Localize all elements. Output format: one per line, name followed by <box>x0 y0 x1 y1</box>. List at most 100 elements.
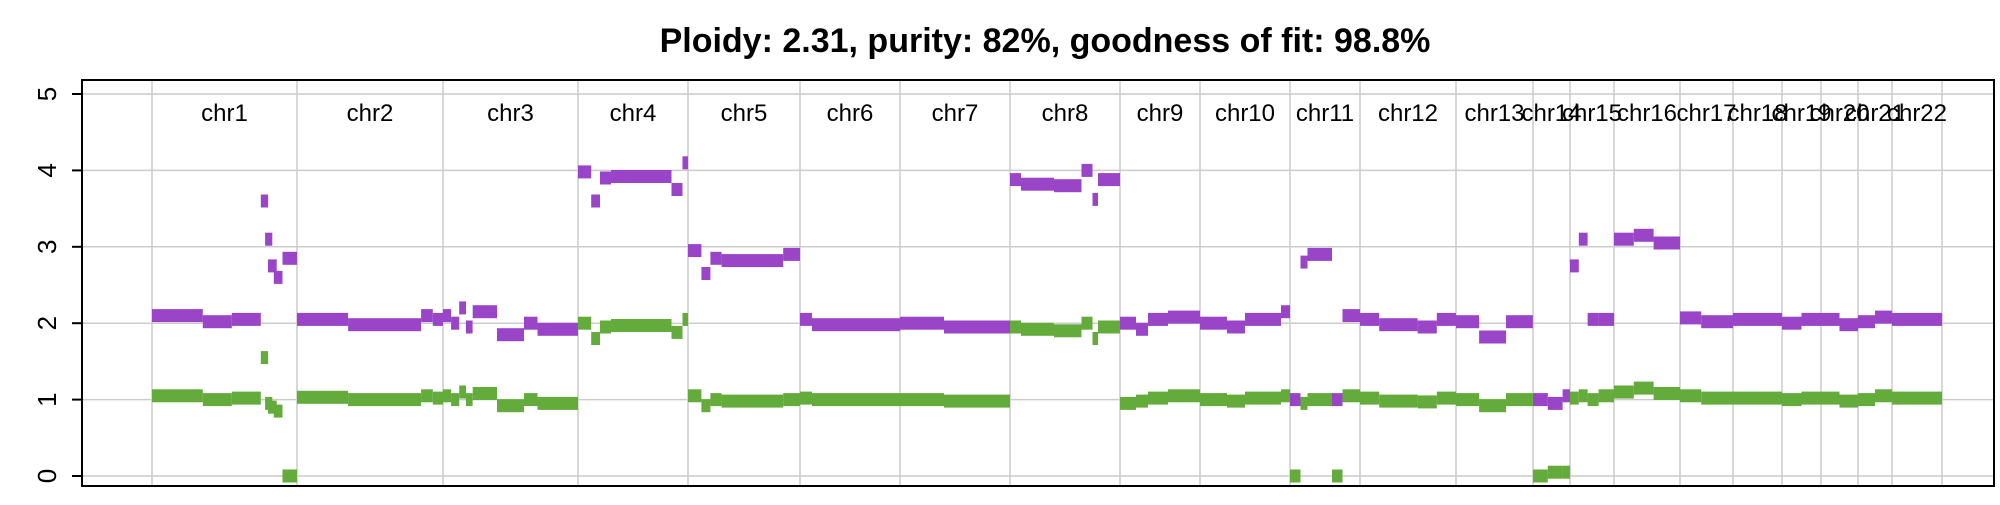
major-copy-segment-chr13 <box>1456 315 1480 329</box>
minor-copy-segment-chr8 <box>1092 332 1098 345</box>
minor-copy-segment-chr13 <box>1479 399 1507 413</box>
minor-copy-segment-chr15 <box>1570 391 1579 405</box>
minor-copy-segment-chr12 <box>1436 391 1456 405</box>
minor-copy-segment-chr14 <box>1562 465 1570 479</box>
major-copy-segment-chr16 <box>1653 236 1680 250</box>
minor-copy-segment-chr5 <box>721 394 784 408</box>
y-tick-label: 5 <box>32 87 62 101</box>
chromosome-label: chr7 <box>932 100 979 127</box>
minor-copy-segment-chr15 <box>1578 389 1588 403</box>
major-copy-segment-chr1 <box>152 309 203 323</box>
major-copy-segment-chr6 <box>800 312 812 326</box>
chromosome-label: chr19 <box>1771 100 1831 127</box>
major-copy-segment-chr9 <box>1120 316 1136 330</box>
minor-copy-segment-chr8 <box>1010 320 1021 334</box>
minor-copy-segment-chr16 <box>1653 387 1680 400</box>
major-copy-segment-chr14 <box>1562 389 1570 403</box>
major-copy-segment-chr10 <box>1200 316 1227 330</box>
minor-copy-segment-chr14 <box>1547 465 1563 479</box>
chromosome-label: chr22 <box>1887 100 1947 127</box>
minor-copy-segment-chr1 <box>231 391 261 405</box>
minor-copy-segment-chr5 <box>701 399 711 413</box>
chromosome-label: chr12 <box>1378 100 1438 127</box>
chromosome-label: chr11 <box>1296 100 1354 127</box>
minor-copy-segment-chr11 <box>1300 396 1308 410</box>
y-tick-label: 1 <box>32 392 62 406</box>
major-copy-segment-chr4 <box>682 156 688 170</box>
minor-copy-segment-chr3 <box>451 393 460 407</box>
minor-copy-segment-chr12 <box>1417 395 1437 409</box>
minor-copy-segment-chr9 <box>1168 389 1200 403</box>
minor-copy-segment-chr10 <box>1227 394 1245 408</box>
minor-copy-segment-chr19 <box>1782 393 1802 407</box>
plot-frame <box>81 79 1995 487</box>
minor-copy-segment-chr10 <box>1281 389 1290 403</box>
major-copy-segment-chr3 <box>451 316 460 330</box>
minor-copy-segment-chr3 <box>472 387 497 400</box>
major-copy-segment-chr21 <box>1875 310 1892 324</box>
major-copy-segment-chr3 <box>459 301 466 315</box>
segments <box>152 156 1942 483</box>
minor-copy-segment-chr13 <box>1506 393 1533 407</box>
minor-copy-segment-chr4 <box>611 319 672 332</box>
minor-copy-segment-chr21 <box>1875 389 1892 403</box>
y-tick-label: 4 <box>32 163 62 177</box>
minor-copy-segment-chr22 <box>1892 391 1942 405</box>
minor-copy-segment-chr8 <box>1054 324 1082 338</box>
chromosome-label: chr18 <box>1727 100 1787 127</box>
major-copy-segment-chr9 <box>1148 312 1168 326</box>
minor-copy-segment-chr15 <box>1598 389 1614 403</box>
major-copy-segment-chr8 <box>1054 179 1082 193</box>
major-copy-segment-chr1 <box>260 194 269 208</box>
minor-copy-segment-chr1 <box>282 469 297 483</box>
minor-copy-segment-chr11 <box>1332 469 1343 483</box>
chromosome-label: chr20 <box>1809 100 1869 127</box>
minor-copy-segment-chr3 <box>465 393 473 407</box>
major-copy-segment-chr2 <box>421 309 433 323</box>
minor-copy-segment-chr1 <box>268 400 277 414</box>
major-copy-segment-chr19 <box>1782 316 1802 330</box>
minor-copy-segment-chr21 <box>1858 393 1875 407</box>
major-copy-segment-chr2 <box>432 312 443 326</box>
grid-lines <box>82 80 1994 486</box>
major-copy-segment-chr19 <box>1801 312 1821 326</box>
minor-copy-segment-chr6 <box>812 393 900 407</box>
minor-copy-segment-chr4 <box>671 325 683 339</box>
minor-copy-segment-chr20 <box>1839 394 1858 408</box>
major-copy-segment-chr1 <box>273 270 283 284</box>
minor-copy-segment-chr2 <box>421 389 433 403</box>
major-copy-segment-chr6 <box>812 318 900 332</box>
chromosome-label: chr6 <box>827 100 874 127</box>
major-copy-segment-chr3 <box>524 316 538 330</box>
major-copy-segment-chr4 <box>611 170 672 183</box>
major-copy-segment-chr3 <box>443 309 452 323</box>
major-copy-segment-chr11 <box>1307 247 1332 261</box>
minor-copy-segment-chr6 <box>800 391 812 405</box>
chromosome-label: chr3 <box>487 100 534 127</box>
major-copy-segment-chr18 <box>1733 312 1758 326</box>
major-copy-segment-chr5 <box>710 251 722 265</box>
minor-copy-segment-chr9 <box>1136 394 1148 408</box>
minor-copy-segment-chr19 <box>1801 391 1821 405</box>
major-copy-segment-chr4 <box>600 171 611 185</box>
major-copy-segment-chr16 <box>1614 232 1634 246</box>
minor-copy-segment-chr4 <box>682 312 688 326</box>
chromosome-label: chr14 <box>1521 100 1581 127</box>
major-copy-segment-chr12 <box>1360 312 1380 326</box>
major-copy-segment-chr5 <box>701 267 711 280</box>
minor-copy-segment-chr1 <box>152 389 203 403</box>
major-copy-segment-chr18 <box>1757 312 1782 326</box>
minor-copy-segment-chr12 <box>1360 391 1380 405</box>
major-copy-segment-chr3 <box>472 305 497 319</box>
major-copy-segment-chr3 <box>537 322 578 336</box>
minor-copy-segment-chr14 <box>1533 469 1548 483</box>
major-copy-segment-chr17 <box>1701 315 1733 329</box>
minor-copy-segment-chr3 <box>537 396 578 410</box>
chromosome-label: chr5 <box>721 100 768 127</box>
minor-copy-segment-chr13 <box>1456 393 1480 407</box>
minor-copy-segment-chr11 <box>1290 469 1301 483</box>
chromosome-label: chr4 <box>610 100 657 127</box>
minor-copy-segment-chr10 <box>1245 391 1281 405</box>
major-copy-segment-chr15 <box>1598 312 1614 326</box>
